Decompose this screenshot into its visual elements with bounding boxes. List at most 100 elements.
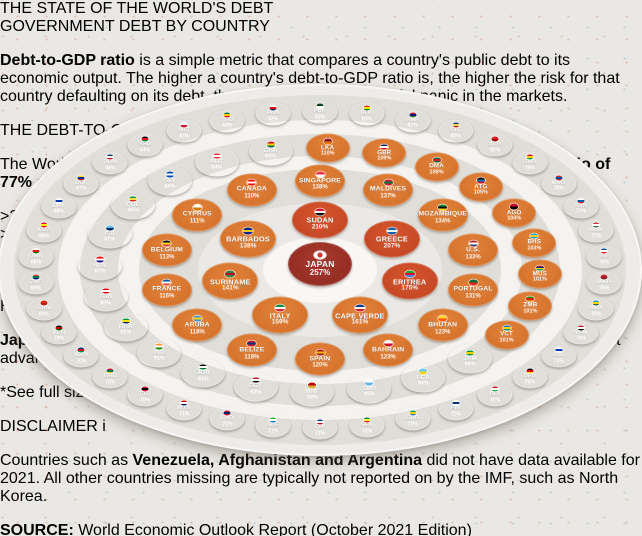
- flag-icon: [275, 304, 286, 312]
- country-bubble-spain: SPAIN 120%: [295, 342, 345, 376]
- debt-value: 84%: [164, 183, 176, 190]
- flag-icon: [180, 122, 188, 128]
- flag-icon: [592, 300, 600, 306]
- country-bubble-rwa: RWA 75%: [579, 297, 614, 320]
- country-bubble-aut: AUT 84%: [195, 148, 239, 177]
- country-bubble-gbr: GBR 109%: [362, 138, 407, 168]
- country-bubble-belgium: BELGIUM 113%: [141, 233, 192, 267]
- flag-icon: [316, 103, 324, 109]
- country-code: SYC: [449, 127, 462, 134]
- debt-value: 92%: [250, 389, 262, 396]
- debt-value: 66%: [105, 165, 116, 172]
- debt-value: 91%: [153, 355, 165, 362]
- debt-value: 70%: [53, 335, 64, 342]
- debt-value: 207%: [383, 242, 401, 250]
- country-bubble-alb: ALB 82%: [478, 134, 513, 157]
- flag-icon: [316, 419, 324, 425]
- text-segment: Venezuela, Afghanistan and Argentina: [132, 452, 423, 469]
- debt-value: 90%: [100, 300, 112, 307]
- debt-value: 82%: [407, 122, 418, 129]
- country-code: KGZ: [37, 227, 51, 234]
- flag-icon: [315, 171, 325, 178]
- country-code: GREECE: [375, 234, 408, 244]
- flag-icon: [510, 203, 519, 209]
- country-bubble-cri: CRI 71%: [303, 417, 338, 440]
- flag-icon: [354, 304, 365, 312]
- debt-value: 101%: [523, 308, 538, 315]
- debt-value: 161%: [351, 318, 369, 326]
- flag-icon: [315, 349, 325, 356]
- flag-icon: [105, 225, 114, 231]
- flag-icon: [468, 240, 478, 247]
- debt-value: 141%: [221, 284, 239, 292]
- debt-value: 68%: [38, 233, 49, 240]
- debt-value: 72%: [450, 411, 461, 418]
- debt-value: 134%: [435, 218, 451, 225]
- country-code: TTO: [139, 391, 151, 398]
- country-code: BELIZE: [239, 346, 265, 354]
- flag-icon: [526, 154, 534, 160]
- flag-icon: [32, 274, 40, 280]
- country-bubble-tgo: TGO 63%: [210, 109, 245, 132]
- country-code: JOR: [196, 369, 211, 377]
- flag-icon: [363, 417, 371, 423]
- debt-value: 131%: [465, 293, 481, 300]
- flag-icon: [555, 347, 563, 353]
- country-bubble-nam: NAM 70%: [64, 345, 99, 368]
- country-code: CYPRUS: [182, 210, 212, 218]
- flag-icon: [40, 300, 48, 306]
- flag-icon: [77, 347, 85, 353]
- country-bubble-us: U.S. 133%: [448, 233, 499, 267]
- country-code: BELGIUM: [150, 246, 184, 254]
- debt-value: 110%: [320, 150, 335, 157]
- country-code: SINGAPORE: [299, 177, 341, 185]
- flag-icon: [476, 177, 485, 184]
- flag-icon: [165, 171, 174, 178]
- country-code: CANADA: [236, 185, 267, 193]
- flag-icon: [192, 315, 202, 322]
- flag-icon: [155, 343, 164, 350]
- debt-value: 105%: [473, 189, 488, 196]
- country-code: SPAIN: [309, 355, 331, 363]
- debt-value: 63%: [222, 122, 233, 129]
- debt-value: 95%: [363, 391, 375, 398]
- country-code: SEN: [360, 422, 374, 429]
- country-code: BAHRAIN: [371, 346, 405, 354]
- country-code: CRI: [314, 424, 326, 431]
- country-code: KEN: [52, 330, 66, 336]
- country-code: MNG: [551, 180, 566, 187]
- flag-icon: [129, 196, 138, 202]
- country-code: PAK: [313, 108, 327, 115]
- country-bubble-smr: SMR 95%: [347, 374, 391, 403]
- debt-value: 84%: [264, 153, 276, 160]
- flag-icon: [555, 175, 563, 181]
- flag-icon: [212, 153, 221, 159]
- country-bubble-bdi: BDI 72%: [478, 383, 513, 406]
- country-bubble-capeverde: CAPE VERDE 161%: [331, 296, 388, 334]
- country-bubble-japan: JAPAN 257%: [288, 242, 352, 286]
- country-bubble-vct: VCT 101%: [484, 320, 529, 350]
- flag-icon: [323, 138, 332, 145]
- country-bubble-jor: JOR 91%: [181, 359, 225, 388]
- flag-icon: [365, 379, 374, 386]
- country-code: COL: [75, 180, 88, 187]
- flag-icon: [162, 279, 172, 286]
- country-bubble-barbados: BARBADOS 138%: [220, 220, 277, 258]
- country-bubble-mng: MNG 78%: [541, 172, 576, 195]
- country-code: DMA: [429, 162, 444, 170]
- debt-value: 68%: [30, 259, 41, 266]
- country-bubble-svn: SVN 77%: [563, 195, 598, 218]
- page-title: THE STATE OF THE WORLD'S DEBT: [0, 0, 274, 17]
- country-bubble-isl: ISL 76%: [587, 245, 622, 268]
- country-bubble-ken: KEN 70%: [42, 322, 77, 345]
- debt-value: 68%: [53, 208, 64, 215]
- flag-icon: [243, 227, 254, 235]
- country-code: URY: [52, 203, 66, 210]
- country-bubble-dma: DMA 108%: [414, 152, 459, 182]
- country-bubble-cyprus: CYPRUS 111%: [172, 198, 223, 231]
- debt-value: 93%: [306, 394, 318, 401]
- country-code: ALB: [488, 141, 502, 148]
- debt-value: 77%: [575, 208, 586, 215]
- debt-value: 76%: [599, 259, 610, 266]
